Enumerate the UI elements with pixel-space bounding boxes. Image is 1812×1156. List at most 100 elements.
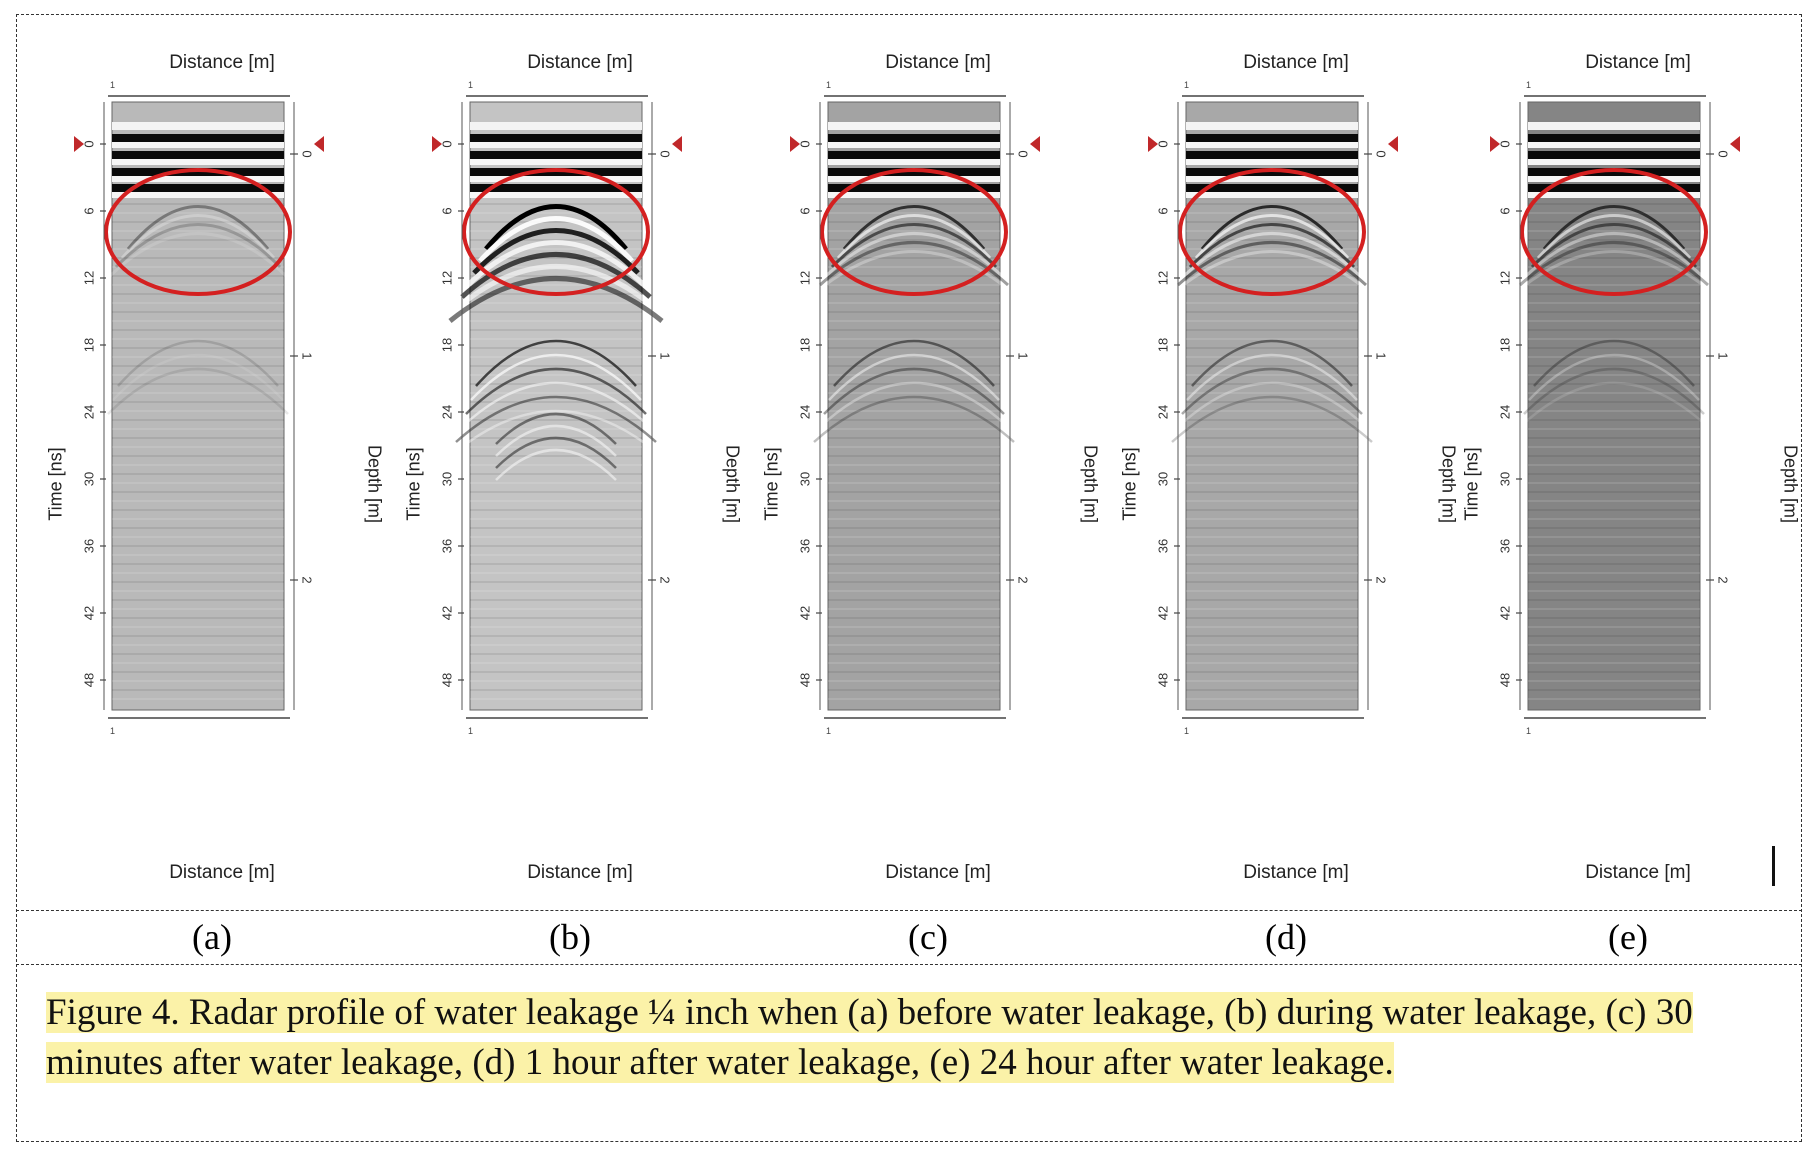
depth-tick-label: 1 bbox=[300, 352, 315, 359]
deep-hyperbola bbox=[465, 367, 647, 415]
direct-wave-band bbox=[1186, 151, 1358, 159]
deep-hyperbola bbox=[813, 395, 1015, 443]
distance-label-bottom: Distance [m] bbox=[527, 862, 633, 883]
time-tick-label: 18 bbox=[797, 338, 812, 352]
reflection-hyperbola bbox=[466, 240, 646, 287]
time-tick-label: 48 bbox=[81, 673, 96, 687]
direct-wave-white bbox=[828, 176, 1000, 182]
direct-wave-band bbox=[1186, 184, 1358, 192]
depth-tick-label: 0 bbox=[1016, 150, 1031, 157]
deep-hyperbola bbox=[828, 353, 1000, 401]
zero-marker-left bbox=[432, 136, 442, 152]
depth-tick-label: 2 bbox=[1716, 576, 1731, 583]
reflection-hyperbola bbox=[1171, 250, 1373, 296]
radar-panel-a: 1 1 0 6 12 18 24 30 36 42 48 0 1 2 Distance [m] Time … bbox=[44, 14, 400, 910]
time-tick-label: 30 bbox=[797, 472, 812, 486]
deep-hyperbola bbox=[117, 339, 279, 387]
radar-panel-d: 1 1 0 6 12 18 24 30 36 42 48 0 1 2 Distance [m] Time … bbox=[1118, 14, 1474, 910]
reflection-hyperbola bbox=[813, 250, 1015, 296]
radar-panels: 1 1 0 6 12 18 24 30 36 42 48 0 1 2 Distance [m] Time … bbox=[16, 14, 1802, 910]
time-tick-label: 48 bbox=[797, 673, 812, 687]
panel-letter-c: (c) bbox=[908, 917, 948, 957]
reflection-hyperbola bbox=[114, 223, 282, 269]
direct-wave-band bbox=[828, 184, 1000, 192]
direct-wave-white bbox=[112, 122, 284, 130]
distance-label-bottom: Distance [m] bbox=[885, 862, 991, 883]
time-tick-label: 36 bbox=[1155, 539, 1170, 553]
reflection-hyperbola bbox=[824, 232, 1004, 278]
time-tick-label: 24 bbox=[1497, 405, 1512, 419]
time-tick-label: 42 bbox=[1155, 606, 1170, 620]
direct-wave-white bbox=[828, 122, 1000, 130]
reflection-hyperbola bbox=[1524, 232, 1704, 278]
panel-letter-a: (a) bbox=[192, 917, 232, 957]
reflection-hyperbola bbox=[478, 216, 634, 263]
deep-hyperbola bbox=[450, 409, 662, 457]
distance-label-bottom: Distance [m] bbox=[1243, 862, 1349, 883]
zero-marker-left bbox=[790, 136, 800, 152]
time-tick-label: 42 bbox=[81, 606, 96, 620]
direct-wave-white bbox=[828, 159, 1000, 165]
distance-tick-bottom: 1 bbox=[1526, 726, 1531, 736]
time-axis-label: Time [ns] bbox=[1119, 447, 1140, 521]
radargram-background bbox=[469, 101, 643, 711]
direct-wave-white bbox=[1528, 159, 1700, 165]
deep-hyperbola bbox=[1533, 339, 1695, 387]
direct-wave-band bbox=[112, 134, 284, 142]
time-tick-label: 42 bbox=[1497, 606, 1512, 620]
direct-wave-band bbox=[470, 184, 642, 192]
depth-tick-label: 2 bbox=[300, 576, 315, 583]
direct-wave-white bbox=[470, 192, 642, 198]
deep-hyperbola bbox=[1181, 367, 1363, 415]
direct-wave-white bbox=[112, 159, 284, 165]
direct-wave-band bbox=[112, 151, 284, 159]
distance-label-bottom: Distance [m] bbox=[1585, 862, 1691, 883]
zero-marker-left bbox=[1490, 136, 1500, 152]
reflection-hyperbola bbox=[460, 252, 652, 299]
panel-letter-b: (b) bbox=[549, 917, 591, 957]
direct-wave-white bbox=[470, 159, 642, 165]
distance-tick-bottom: 1 bbox=[1184, 726, 1189, 736]
time-tick-label: 30 bbox=[81, 472, 96, 486]
time-tick-label: 36 bbox=[439, 539, 454, 553]
time-tick-label: 0 bbox=[797, 140, 812, 147]
time-tick-label: 6 bbox=[81, 207, 96, 214]
reflection-hyperbola bbox=[830, 223, 998, 269]
deep-hyperbola bbox=[1171, 395, 1373, 443]
time-tick-label: 48 bbox=[1497, 673, 1512, 687]
direct-wave-band bbox=[1186, 134, 1358, 142]
depth-tick-label: 1 bbox=[1374, 352, 1389, 359]
direct-wave-white bbox=[1528, 122, 1700, 130]
time-tick-label: 0 bbox=[439, 140, 454, 147]
reflection-hyperbola bbox=[108, 232, 288, 278]
time-tick-label: 48 bbox=[439, 673, 454, 687]
panel-letter-d: (d) bbox=[1265, 917, 1307, 957]
time-tick-label: 12 bbox=[81, 271, 96, 285]
radargram-background bbox=[1185, 101, 1359, 711]
time-tick-label: 18 bbox=[1155, 338, 1170, 352]
depth-tick-label: 0 bbox=[658, 150, 673, 157]
time-tick-label: 0 bbox=[1497, 140, 1512, 147]
time-tick-label: 30 bbox=[1497, 472, 1512, 486]
radargram-background bbox=[111, 101, 285, 711]
zero-marker-right bbox=[672, 136, 682, 152]
direct-wave-white bbox=[470, 142, 642, 148]
deep-hyperbola bbox=[1186, 353, 1358, 401]
zero-marker-right bbox=[1388, 136, 1398, 152]
reflection-hyperbola bbox=[472, 228, 640, 275]
deep-hyperbola bbox=[833, 339, 995, 387]
depth-tick-label: 2 bbox=[658, 576, 673, 583]
time-tick-label: 24 bbox=[1155, 405, 1170, 419]
distance-label-top: Distance [m] bbox=[1243, 52, 1349, 73]
reflection-hyperbola bbox=[484, 204, 628, 251]
direct-wave-white bbox=[1528, 192, 1700, 198]
depth-tick-label: 0 bbox=[1374, 150, 1389, 157]
distance-tick-top: 1 bbox=[826, 80, 831, 90]
time-tick-label: 42 bbox=[439, 606, 454, 620]
reflection-hyperbola bbox=[1513, 250, 1715, 296]
anomaly-ellipse bbox=[1178, 168, 1366, 296]
deep-hyperbola bbox=[1523, 367, 1705, 415]
anomaly-ellipse bbox=[1520, 168, 1708, 296]
